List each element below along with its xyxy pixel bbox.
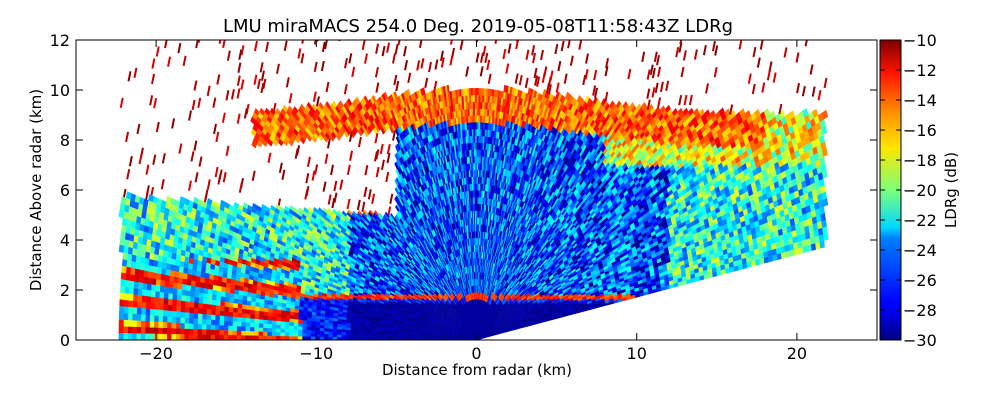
ldr-sparse-gate <box>689 0 691 9</box>
ldr-sparse-gate <box>714 45 719 56</box>
ldr-sparse-gate <box>702 44 707 56</box>
ldr-sparse-gate <box>584 69 589 80</box>
ldr-sparse-gate <box>711 40 716 52</box>
ldr-sparse-gate <box>675 47 680 58</box>
ldr-sparse-gate <box>817 89 822 101</box>
ldr-sparse-gate <box>627 68 632 80</box>
ldr-sparse-gate <box>596 0 598 2</box>
ldr-sparse-gate <box>809 64 814 75</box>
ldr-sparse-gate <box>693 49 698 60</box>
ldr-sparse-gate <box>763 0 765 7</box>
ldr-sparse-gate <box>773 19 775 29</box>
ldr-sparse-gate <box>751 83 756 95</box>
ldr-sparse-gate <box>659 81 664 92</box>
ldr-sparse-gate <box>738 40 743 50</box>
ldr-sparse-gate <box>796 82 801 94</box>
plot-area <box>118 0 829 340</box>
ldr-sparse-gate <box>649 64 654 75</box>
ldr-sparse-gate <box>641 51 646 63</box>
ldr-sparse-gate <box>609 0 611 6</box>
ldr-sparse-gate <box>747 73 752 84</box>
ldr-sparse-gate <box>678 0 680 2</box>
ldr-sparse-gate <box>768 61 773 72</box>
ldr-sparse-gate <box>651 87 656 98</box>
ldr-sparse-gate <box>582 74 587 86</box>
ldr-sparse-gate <box>678 94 683 106</box>
ldr-sparse-gate <box>759 40 764 50</box>
ldr-sparse-gate <box>772 0 774 4</box>
ldr-sparse-gate <box>555 82 560 93</box>
ldr-sparse-gate <box>585 53 589 64</box>
ldr-sparse-gate <box>752 46 757 58</box>
ldr-sparse-gate <box>801 86 806 97</box>
ldr-sparse-gate <box>737 11 739 21</box>
ldr-sparse-gate <box>761 82 766 93</box>
ldr-sparse-gate <box>683 94 688 106</box>
ldr-sparse-gate <box>651 67 656 79</box>
ldr-sparse-gate <box>823 77 828 89</box>
ldr-sparse-gate <box>713 67 718 78</box>
ldr-sparse-gate <box>807 27 809 37</box>
ldr-sparse-gate <box>775 0 777 10</box>
ldr-sparse-gate <box>657 97 662 108</box>
ldr-sparse-gate <box>756 57 761 68</box>
ldr-sparse-gate <box>743 12 745 22</box>
ldr-sparse-gate <box>705 83 710 94</box>
ldr-sparse-gate <box>680 66 685 78</box>
ldr-field <box>118 0 829 340</box>
ldr-sparse-gate <box>697 0 699 3</box>
ldr-sparse-gate <box>804 40 808 47</box>
ldr-sparse-gate <box>772 72 777 83</box>
ldr-sparse-gate <box>569 55 574 66</box>
ldr-sparse-gate <box>766 70 771 81</box>
chart-title: LMU miraMACS 254.0 Deg. 2019-05-08T11:58… <box>223 16 733 37</box>
ldr-sparse-gate <box>682 50 687 61</box>
ldr-sparse-gate <box>783 47 788 58</box>
ldr-sparse-gate <box>755 14 757 24</box>
ldr-sparse-gate <box>700 0 702 7</box>
ldr-sparse-gate <box>688 94 693 106</box>
ldr-sparse-gate <box>769 23 771 33</box>
ldr-sparse-gate <box>578 40 583 50</box>
ldr-sparse-gate <box>665 80 670 92</box>
ldr-sparse-gate <box>593 69 598 81</box>
ldr-sparse-gate <box>646 69 651 80</box>
ldr-sparse-gate <box>653 51 658 62</box>
ldr-sparse-gate <box>656 54 660 66</box>
ldr-sparse-gate <box>657 66 662 77</box>
ldr-sparse-gate <box>563 73 568 84</box>
ldr-sparse-gate <box>781 26 783 36</box>
ldr-sparse-gate <box>795 52 800 63</box>
ldr-sparse-gate <box>811 86 816 97</box>
ldr-sparse-gate <box>604 91 609 103</box>
ldr-sparse-gate <box>646 88 651 99</box>
ldr-sparse-gate <box>654 82 659 94</box>
